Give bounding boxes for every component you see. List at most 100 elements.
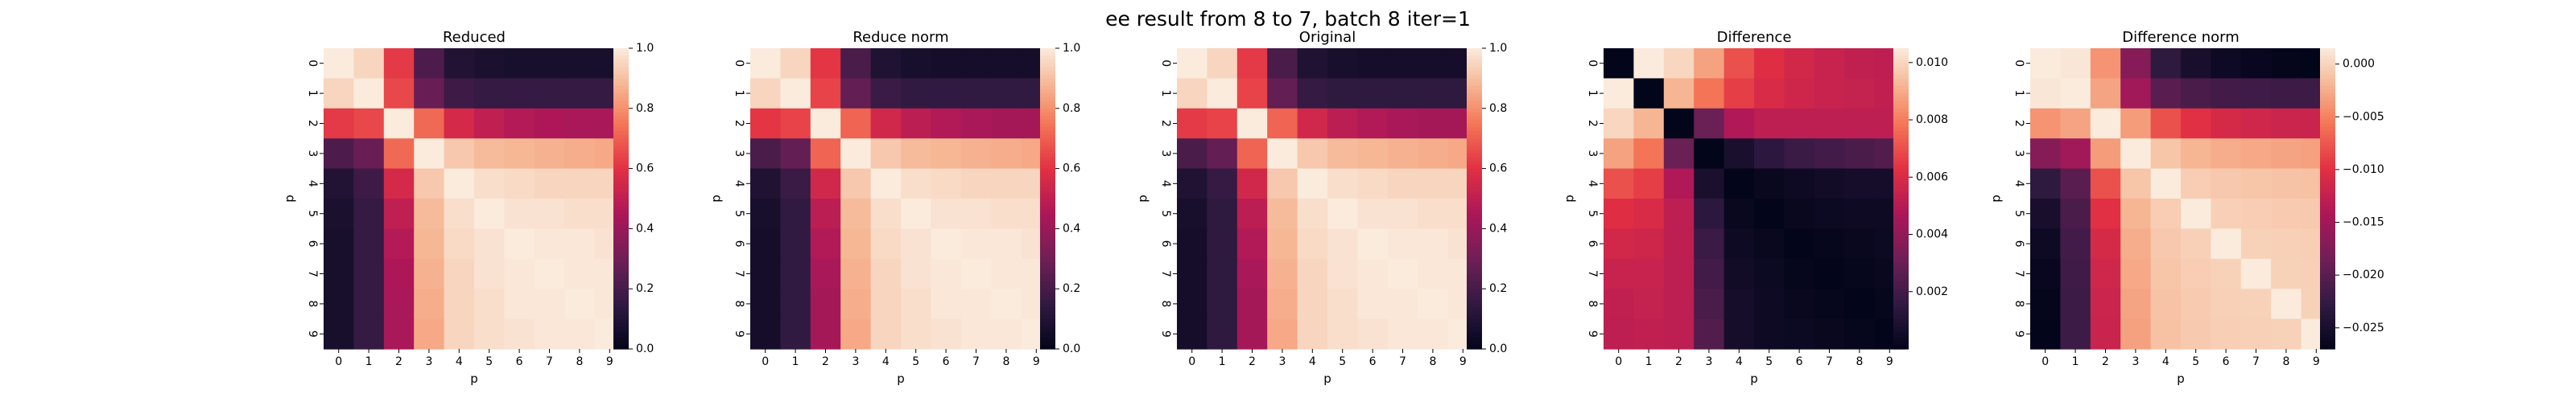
colorbar-segment bbox=[613, 345, 629, 350]
heatmap-cell bbox=[1207, 78, 1238, 109]
colorbar-segment bbox=[613, 150, 629, 154]
heatmap-cell bbox=[1633, 228, 1665, 260]
heatmap-cell bbox=[960, 258, 992, 289]
colorbar-segment bbox=[613, 292, 629, 297]
colorbar-segment bbox=[1893, 161, 1909, 166]
y-tick-label: 5 bbox=[2013, 210, 2025, 217]
colorbar-segment bbox=[1893, 236, 1909, 241]
colorbar-segment bbox=[1893, 262, 1909, 267]
colorbar-segment bbox=[613, 244, 629, 248]
colorbar-segment bbox=[1893, 108, 1909, 113]
heatmap-cell bbox=[780, 318, 811, 350]
x-tick-label: 2 bbox=[395, 355, 402, 368]
x-tick-label: 3 bbox=[1705, 355, 1712, 368]
heatmap-title: Reduced bbox=[443, 29, 506, 46]
colorbar-tick-label: 0.8 bbox=[1063, 102, 1080, 115]
heatmap-cell bbox=[1844, 199, 1876, 229]
colorbar-tick-label: −0.010 bbox=[2343, 163, 2384, 176]
colorbar-segment bbox=[1467, 67, 1482, 72]
colorbar-segment bbox=[613, 55, 629, 60]
colorbar-segment bbox=[613, 93, 629, 98]
heatmap-cells bbox=[324, 48, 625, 350]
x-tick-label: 6 bbox=[943, 355, 950, 368]
colorbar-segment bbox=[1893, 341, 1909, 346]
colorbar-segment bbox=[2320, 292, 2335, 297]
heatmap-cell bbox=[780, 168, 811, 199]
colorbar-segment bbox=[2320, 142, 2335, 147]
colorbar-segment bbox=[1893, 318, 1909, 323]
y-tick-label: 4 bbox=[306, 180, 319, 187]
colorbar-segment bbox=[1467, 311, 1482, 316]
heatmap-cell bbox=[960, 138, 992, 170]
heatmap-cell bbox=[1814, 168, 1845, 199]
colorbar-segment bbox=[1893, 210, 1909, 215]
colorbar-segment bbox=[613, 206, 629, 211]
colorbar-segment bbox=[613, 175, 629, 181]
heatmap-cell bbox=[1754, 48, 1785, 79]
colorbar-segment bbox=[2320, 89, 2335, 94]
colorbar-segment bbox=[613, 127, 629, 132]
heatmap-cell bbox=[1814, 318, 1845, 350]
colorbar-segment bbox=[613, 123, 629, 128]
heatmap-cell bbox=[2271, 199, 2302, 229]
colorbar-segment bbox=[1040, 228, 1055, 233]
colorbar-segment bbox=[1467, 93, 1482, 98]
colorbar-segment bbox=[1467, 314, 1482, 320]
heatmap-cell bbox=[2181, 318, 2211, 350]
colorbar-segment bbox=[613, 236, 629, 241]
heatmap-cell bbox=[1784, 199, 1815, 229]
colorbar-segment bbox=[2320, 345, 2335, 350]
heatmap-cell bbox=[1387, 78, 1418, 109]
colorbar-segment bbox=[613, 228, 629, 233]
heatmap-cell bbox=[2060, 48, 2091, 79]
heatmap-cell bbox=[2150, 199, 2182, 229]
heatmap-cell bbox=[2240, 78, 2272, 109]
heatmap-cell bbox=[991, 228, 1022, 260]
colorbar-segment bbox=[1040, 199, 1055, 203]
heatmap-cells bbox=[750, 48, 1052, 350]
heatmap-cell bbox=[1663, 228, 1695, 260]
heatmap-cell bbox=[324, 289, 354, 320]
y-tick-label: 6 bbox=[2013, 240, 2025, 248]
heatmap-cell bbox=[1387, 199, 1418, 229]
colorbar-segment bbox=[1893, 191, 1909, 195]
heatmap-cell bbox=[840, 48, 872, 79]
colorbar: 0.0 0.2 0.4 0.6 0.8 1.0 bbox=[1467, 42, 1507, 355]
y-tick-label: 8 bbox=[1586, 300, 1599, 307]
colorbar-tick-label: 0.4 bbox=[1063, 222, 1080, 235]
heatmap-cell bbox=[960, 168, 992, 199]
heatmap-cell bbox=[840, 318, 872, 350]
heatmap-cell bbox=[991, 289, 1022, 320]
colorbar-segment bbox=[613, 153, 629, 158]
heatmap-cell bbox=[2090, 258, 2121, 289]
x-tick-label: 6 bbox=[1796, 355, 1803, 368]
heatmap-cell bbox=[2090, 199, 2121, 229]
colorbar-segment bbox=[1893, 296, 1909, 301]
heatmap-cell bbox=[534, 318, 565, 350]
colorbar-segment bbox=[2320, 303, 2335, 309]
colorbar-segment bbox=[2320, 175, 2335, 181]
colorbar-segment bbox=[1467, 330, 1482, 334]
x-tick-label: 7 bbox=[2252, 355, 2260, 368]
heatmap-cell bbox=[901, 289, 931, 320]
colorbar-segment bbox=[1893, 311, 1909, 316]
heatmap-cell bbox=[1844, 108, 1876, 139]
heatmap-cell bbox=[353, 199, 385, 229]
y-tick-label: 2 bbox=[306, 120, 319, 127]
colorbar-segment bbox=[2320, 255, 2335, 260]
x-tick-label: 0 bbox=[2041, 355, 2049, 368]
colorbar-segment bbox=[2320, 228, 2335, 233]
heatmap-cell bbox=[1663, 289, 1695, 320]
heatmap-cell bbox=[931, 199, 962, 229]
colorbar-segment bbox=[2320, 187, 2335, 192]
heatmap-cell bbox=[2181, 258, 2211, 289]
y-tick-label: 1 bbox=[2013, 90, 2025, 97]
heatmap-cell bbox=[2120, 289, 2152, 320]
colorbar-segment bbox=[2320, 334, 2335, 338]
heatmap-cell bbox=[383, 78, 415, 109]
y-tick-label: 4 bbox=[1159, 180, 1172, 187]
colorbar-segment bbox=[1040, 217, 1055, 222]
heatmap-cell bbox=[960, 289, 992, 320]
colorbar-segment bbox=[2320, 318, 2335, 323]
colorbar-segment bbox=[1040, 322, 1055, 327]
